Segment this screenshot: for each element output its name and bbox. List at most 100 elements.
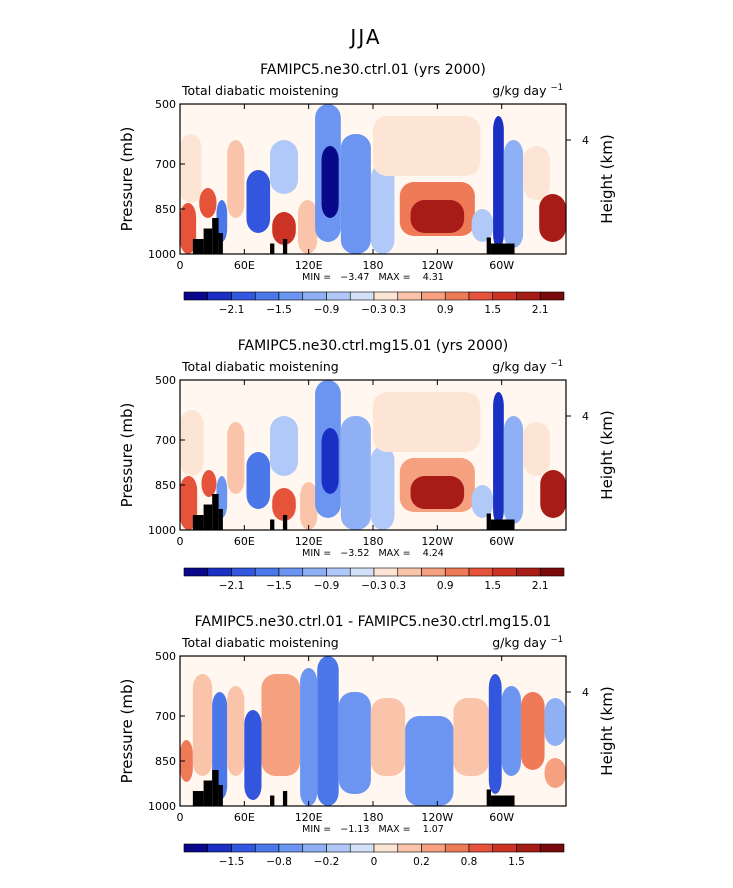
y-tick-label: 850	[155, 479, 176, 492]
field-cell	[246, 170, 271, 233]
colorbar-swatch	[492, 291, 517, 301]
panel-units-exponent: −1	[550, 635, 563, 645]
field-cell	[453, 698, 489, 776]
x-tick-label: 0	[177, 535, 184, 548]
colorbar-swatch	[373, 567, 399, 577]
colorbar-swatch	[231, 291, 256, 301]
field-cell	[340, 134, 371, 254]
topography-mask	[282, 239, 288, 254]
colorbar-swatch	[183, 843, 209, 853]
moistening-field	[180, 380, 566, 530]
colorbar-swatch	[373, 843, 399, 853]
colorbar-swatch	[421, 567, 446, 577]
field-cell	[272, 488, 296, 521]
colorbar-swatch	[278, 291, 304, 301]
y-right-tick-label: 4	[582, 686, 589, 699]
field-cell	[227, 422, 245, 494]
colorbar-label: −0.9	[314, 304, 340, 316]
x-tick-label: 60E	[234, 811, 255, 824]
topography-mask	[192, 239, 204, 254]
field-cell	[270, 140, 298, 194]
field-cell	[272, 212, 296, 245]
field-cell	[227, 686, 245, 776]
field-cell	[244, 710, 262, 800]
x-tick-label: 0	[177, 259, 184, 272]
panel-subtitle: Total diabatic moistening	[181, 83, 339, 98]
panel-title: FAMIPC5.ne30.ctrl.mg15.01 (yrs 2000)	[238, 338, 509, 354]
min-max-label: MIN = −3.47 MAX = 4.31	[302, 272, 444, 283]
y-tick-label: 700	[155, 158, 176, 171]
colorbar-swatch	[373, 291, 399, 301]
field-cell	[539, 194, 566, 242]
colorbar-swatch	[207, 291, 232, 301]
panel-title: FAMIPC5.ne30.ctrl.01 (yrs 2000)	[260, 62, 486, 78]
colorbar-swatch	[421, 843, 446, 853]
y-right-axis-label: Height (km)	[598, 410, 616, 499]
colorbar-swatch	[254, 567, 280, 577]
x-tick-label: 60W	[489, 811, 514, 824]
panel-title: FAMIPC5.ne30.ctrl.01 - FAMIPC5.ne30.ctrl…	[195, 614, 552, 630]
topography-mask	[212, 494, 219, 530]
field-cell	[180, 203, 197, 254]
colorbar-label: 2.1	[532, 304, 549, 316]
field-cell	[370, 164, 395, 254]
y-right-axis-label: Height (km)	[598, 134, 616, 223]
colorbar-label: −0.2	[314, 856, 340, 868]
colorbar-swatch	[183, 291, 209, 301]
topography-mask	[192, 791, 204, 806]
x-tick-label: 60W	[489, 535, 514, 548]
colorbar-label: −2.1	[219, 304, 245, 316]
field-cell	[297, 200, 318, 254]
field-cell	[216, 476, 228, 518]
field-cell	[373, 392, 481, 452]
field-cell	[227, 140, 245, 218]
colorbar-swatch	[468, 843, 494, 853]
field-cell	[180, 410, 204, 476]
x-tick-label: 60E	[234, 535, 255, 548]
colorbar-label: 0.2	[413, 856, 430, 868]
figure-title: JJA	[348, 25, 381, 49]
topography-mask	[486, 237, 491, 254]
field-cell	[523, 422, 550, 476]
field-cell	[338, 692, 371, 794]
topography-mask	[218, 785, 223, 806]
x-tick-label: 120W	[421, 535, 453, 548]
colorbar-swatch	[349, 843, 375, 853]
topography-mask	[486, 789, 491, 806]
colorbar-swatch	[444, 291, 470, 301]
field-cell	[300, 482, 318, 530]
colorbar-swatch	[302, 843, 327, 853]
colorbar-swatch	[397, 843, 422, 853]
colorbar-label: −0.8	[266, 856, 292, 868]
topography-mask	[212, 218, 219, 254]
y-axis-label: Pressure (mb)	[118, 403, 136, 508]
colorbar-label: −1.5	[219, 856, 245, 868]
colorbar-label: 1.5	[508, 856, 525, 868]
colorbar-swatch	[516, 291, 541, 301]
field-cell	[520, 692, 545, 770]
colorbar-swatch	[254, 843, 280, 853]
colorbar-swatch	[397, 567, 422, 577]
field-cell	[317, 656, 339, 806]
x-tick-label: 60E	[234, 259, 255, 272]
field-cell	[493, 392, 504, 524]
colorbar-label: −0.3	[361, 580, 387, 592]
y-right-tick-label: 4	[582, 410, 589, 423]
colorbar-swatch	[539, 291, 565, 301]
field-cell	[501, 686, 521, 776]
colorbar-swatch	[231, 567, 256, 577]
topography-mask	[490, 795, 515, 806]
field-cell	[373, 116, 481, 176]
field-cell	[503, 416, 524, 524]
colorbar-swatch	[207, 843, 232, 853]
topography-mask	[192, 515, 204, 530]
colorbar-swatch	[278, 567, 304, 577]
topography-mask	[486, 513, 491, 530]
field-cell	[370, 446, 395, 530]
field-cell	[180, 134, 202, 203]
y-tick-label: 1000	[148, 248, 176, 261]
panel-subtitle: Total diabatic moistening	[181, 635, 339, 650]
colorbar-swatch	[183, 567, 209, 577]
colorbar-swatch	[326, 291, 351, 301]
